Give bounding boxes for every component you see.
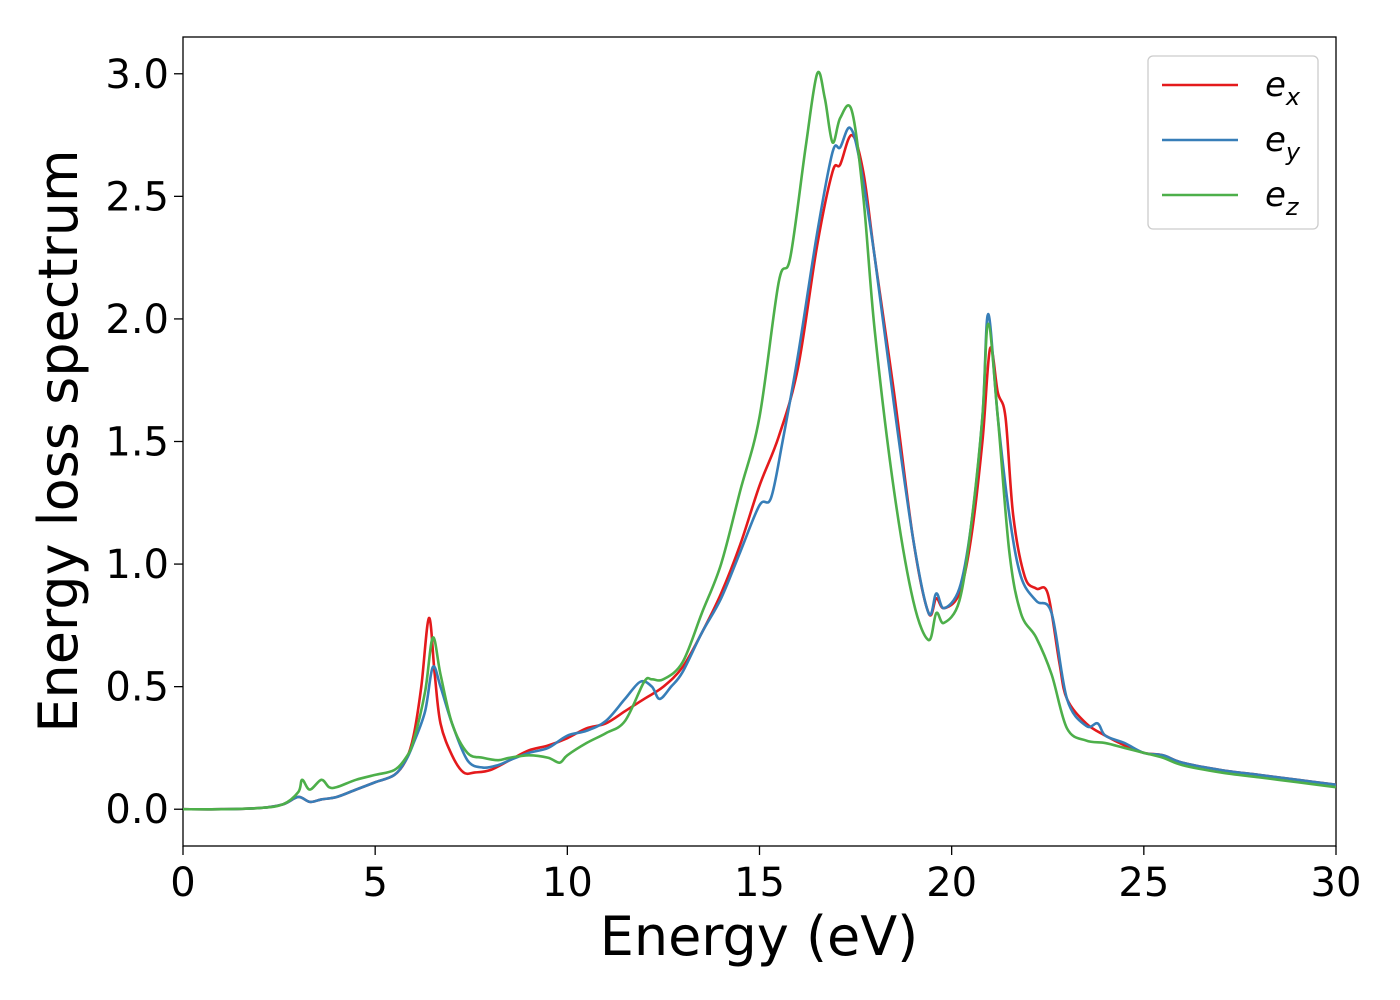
y-tick-label: 2.5	[105, 174, 169, 220]
legend-label-e-y: ey	[1265, 120, 1301, 166]
legend-label-e-x: ex	[1265, 65, 1301, 111]
legend-box	[1147, 55, 1319, 230]
x-tick-label: 20	[926, 860, 977, 906]
y-tick-label: 0.5	[105, 665, 169, 711]
x-tick-label: 10	[542, 860, 593, 906]
y-tick-label: 1.5	[105, 420, 169, 466]
legend-label-base: e	[1265, 175, 1286, 215]
series-line-e-z	[183, 70, 1336, 811]
legend-label-subscript: z	[1285, 193, 1300, 221]
legend-label-subscript: y	[1285, 138, 1301, 166]
y-tick-label: 0.0	[105, 787, 169, 833]
legend-label-subscript: x	[1285, 83, 1301, 111]
legend-label-base: e	[1265, 120, 1286, 160]
x-tick-label: 30	[1311, 860, 1362, 906]
y-tick-label: 1.0	[105, 542, 169, 588]
y-axis-ticks: 0.0 0.5 1.0 1.5 2.0 2.5 3.0	[105, 52, 183, 833]
y-axis-label: Energy loss spectrum	[27, 149, 90, 732]
y-tick-label: 2.0	[105, 297, 169, 343]
x-axis-ticks: 0 5 10 15 20 25 30	[170, 846, 1361, 906]
legend-label-e-z: ez	[1265, 175, 1300, 221]
x-tick-label: 0	[170, 860, 195, 906]
x-tick-label: 15	[734, 860, 785, 906]
x-tick-label: 25	[1118, 860, 1169, 906]
x-tick-label: 5	[362, 860, 387, 906]
y-tick-label: 3.0	[105, 52, 169, 98]
series-lines	[183, 70, 1336, 811]
legend-label-base: e	[1265, 65, 1286, 105]
x-axis-label: Energy (eV)	[600, 905, 919, 968]
plot-area	[182, 36, 1337, 847]
